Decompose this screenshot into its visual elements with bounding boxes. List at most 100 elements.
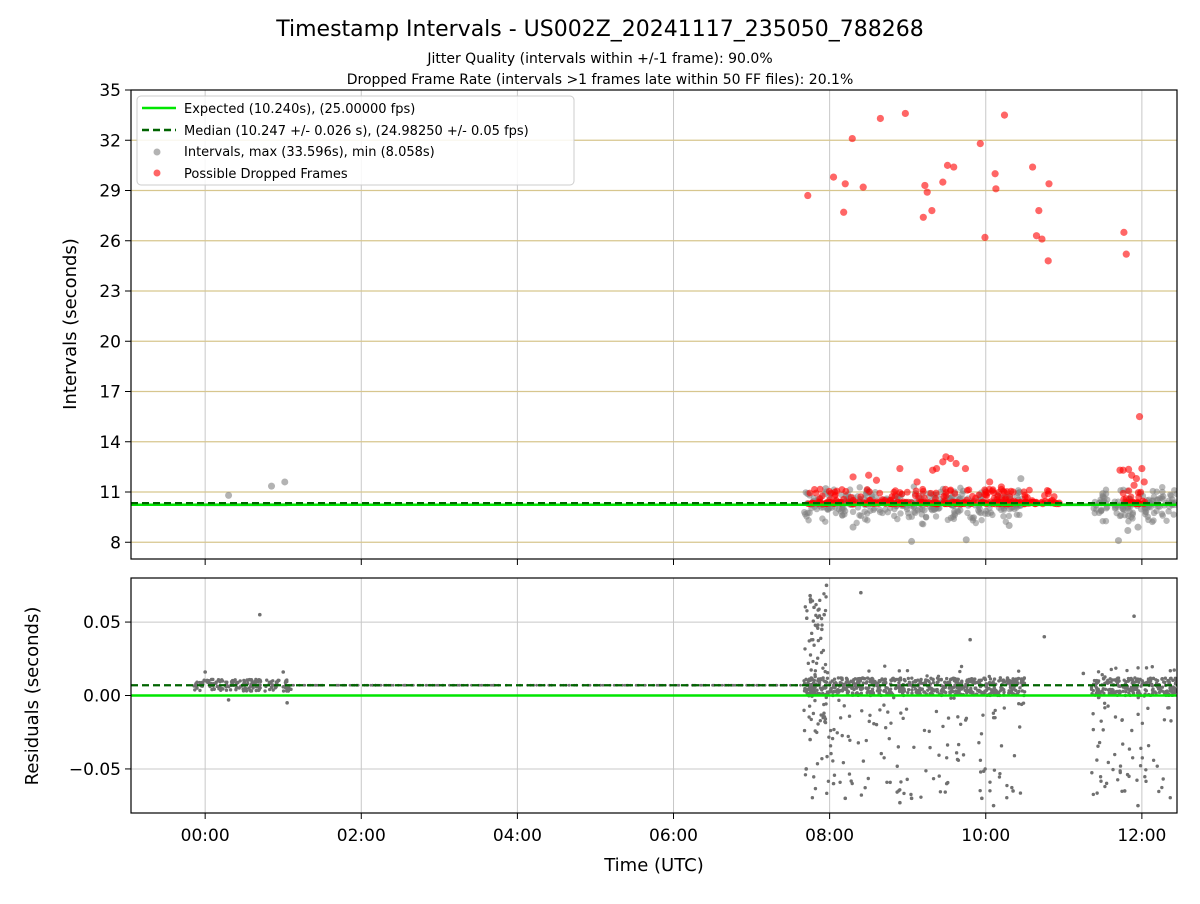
residual-point bbox=[910, 676, 914, 680]
interval-point bbox=[1145, 516, 1152, 524]
residual-point bbox=[861, 681, 866, 685]
dropped-frame-point bbox=[1020, 488, 1028, 496]
residual-point bbox=[831, 759, 835, 763]
dropped-frame-point bbox=[986, 478, 994, 486]
x-tick-label: 04:00 bbox=[493, 826, 542, 846]
residual-point bbox=[902, 791, 906, 796]
residual-point bbox=[845, 691, 850, 695]
residual-point bbox=[904, 707, 909, 711]
interval-point bbox=[1005, 522, 1013, 529]
residual-point bbox=[856, 741, 861, 745]
top-panel-frame bbox=[130, 89, 1178, 560]
residual-point bbox=[922, 728, 927, 733]
top-y-tick-label: 20 bbox=[99, 332, 121, 352]
dropped-frame-point bbox=[829, 173, 838, 181]
residual-point bbox=[256, 688, 261, 693]
dropped-frame-point bbox=[989, 486, 997, 494]
residual-point bbox=[1111, 767, 1115, 772]
dropped-frame-point bbox=[1044, 257, 1052, 265]
interval-point bbox=[894, 515, 901, 523]
residual-point bbox=[634, 683, 638, 687]
residual-point bbox=[258, 679, 263, 684]
residual-point bbox=[391, 683, 395, 687]
residual-point bbox=[1174, 677, 1177, 681]
dropped-frame-point bbox=[804, 191, 812, 200]
dropped-frame-point bbox=[932, 464, 941, 473]
residual-point bbox=[956, 742, 961, 747]
residual-point bbox=[838, 716, 843, 720]
residual-point bbox=[1160, 676, 1164, 681]
residual-point bbox=[1127, 747, 1132, 751]
residual-point bbox=[836, 676, 841, 680]
residual-point bbox=[835, 731, 839, 735]
residual-point bbox=[1102, 691, 1106, 696]
residual-point bbox=[733, 683, 737, 687]
residual-point bbox=[215, 684, 219, 689]
top-y-tick-label: 29 bbox=[99, 182, 121, 202]
residual-point bbox=[816, 623, 820, 627]
residual-point bbox=[991, 803, 996, 808]
residual-point bbox=[821, 666, 825, 670]
residual-point bbox=[1161, 777, 1165, 781]
residual-point bbox=[1143, 775, 1147, 779]
residual-point bbox=[865, 676, 870, 680]
residual-point bbox=[1099, 779, 1103, 783]
dropped-frame-point bbox=[992, 185, 1000, 193]
residual-point bbox=[1121, 742, 1125, 746]
interval-point bbox=[1159, 483, 1166, 491]
residual-point bbox=[999, 744, 1004, 748]
residual-point bbox=[249, 677, 254, 682]
residual-point bbox=[859, 590, 863, 595]
residual-point bbox=[1102, 701, 1107, 705]
residual-point bbox=[809, 717, 813, 722]
bottom-y-tick-label: −0.05 bbox=[69, 760, 121, 780]
residual-point bbox=[1000, 686, 1004, 691]
residual-point bbox=[938, 790, 943, 794]
x-tick-label: 12:00 bbox=[1117, 826, 1166, 846]
residual-point bbox=[1098, 775, 1103, 779]
residual-point bbox=[809, 631, 814, 636]
dropped-frame-point bbox=[840, 208, 848, 216]
residual-point bbox=[808, 737, 812, 742]
residual-point bbox=[842, 704, 846, 708]
residual-point bbox=[292, 683, 295, 687]
dropped-frame-point bbox=[928, 207, 936, 215]
residual-point bbox=[867, 719, 871, 724]
residual-point bbox=[1042, 634, 1047, 639]
top-panel-marks bbox=[131, 109, 1177, 545]
residual-point bbox=[1101, 728, 1105, 732]
top-y-tick-label: 17 bbox=[99, 383, 121, 403]
residual-point bbox=[1106, 704, 1110, 708]
dropped-frame-point bbox=[1045, 180, 1053, 188]
residual-point bbox=[968, 679, 972, 684]
dropped-frame-point bbox=[981, 486, 989, 494]
residual-point bbox=[1114, 666, 1118, 670]
residual-point bbox=[818, 718, 823, 723]
residual-point bbox=[1091, 792, 1096, 797]
residual-point bbox=[940, 687, 945, 691]
residual-point bbox=[720, 683, 724, 687]
residual-point bbox=[1150, 665, 1154, 669]
residual-point bbox=[823, 669, 827, 674]
residual-point bbox=[816, 679, 820, 683]
residual-point bbox=[864, 681, 869, 685]
residual-point bbox=[866, 776, 870, 781]
residual-point bbox=[958, 722, 963, 726]
residual-point bbox=[956, 686, 961, 690]
residual-point bbox=[954, 751, 959, 755]
interval-point bbox=[897, 510, 904, 517]
interval-point bbox=[914, 507, 921, 514]
residual-point bbox=[949, 696, 953, 700]
interval-point bbox=[1158, 510, 1166, 518]
residual-point bbox=[864, 738, 868, 743]
residual-point bbox=[914, 679, 918, 684]
residual-point bbox=[802, 679, 806, 683]
residual-point bbox=[1091, 712, 1095, 716]
residual-point bbox=[841, 684, 845, 688]
residual-point bbox=[480, 683, 484, 687]
residual-point bbox=[1172, 668, 1176, 672]
residual-point bbox=[868, 713, 872, 718]
residual-point bbox=[931, 776, 936, 781]
residual-point bbox=[1138, 764, 1143, 768]
dropped-frame-point bbox=[1000, 111, 1009, 119]
